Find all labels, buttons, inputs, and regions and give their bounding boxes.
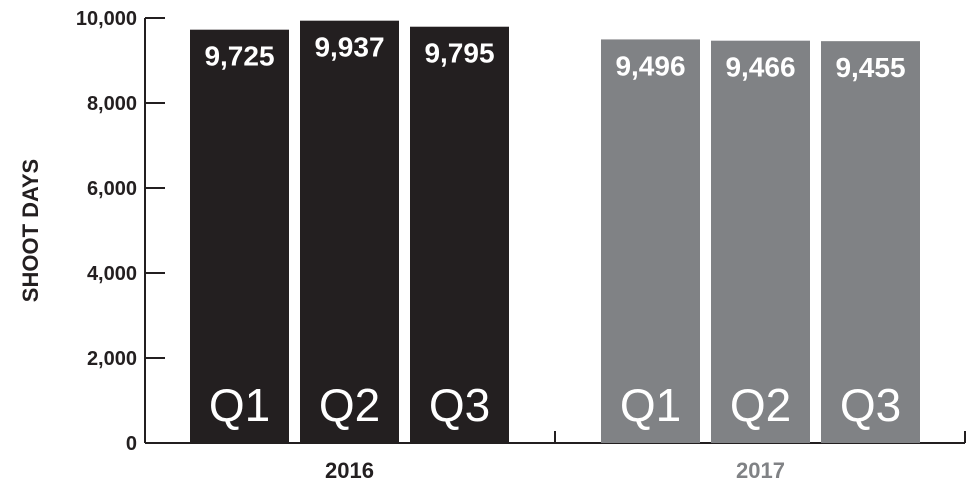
y-axis-title: SHOOT DAYS bbox=[18, 159, 43, 302]
bar-value-label: 9,496 bbox=[615, 50, 685, 81]
y-tick-label: 0 bbox=[126, 433, 137, 455]
bar-value-label: 9,937 bbox=[314, 32, 384, 63]
bar-value-label: 9,455 bbox=[835, 52, 905, 83]
y-tick-label: 2,000 bbox=[87, 348, 137, 370]
bar-category-label: Q2 bbox=[730, 379, 791, 431]
bar bbox=[821, 41, 920, 443]
y-tick-label: 4,000 bbox=[87, 263, 137, 285]
bar-category-label: Q3 bbox=[840, 379, 901, 431]
bar-category-label: Q2 bbox=[319, 379, 380, 431]
bar bbox=[601, 39, 700, 444]
bar bbox=[300, 20, 399, 444]
bar-value-label: 9,795 bbox=[424, 38, 494, 69]
bar bbox=[190, 29, 289, 443]
bar-category-label: Q1 bbox=[620, 379, 681, 431]
bar-value-label: 9,466 bbox=[725, 52, 795, 83]
bar-value-label: 9,725 bbox=[204, 41, 274, 72]
y-tick-label: 10,000 bbox=[76, 8, 137, 30]
x-group-label: 2016 bbox=[325, 458, 374, 483]
x-group-label: 2017 bbox=[736, 458, 785, 483]
bar bbox=[410, 26, 509, 444]
y-tick-label: 8,000 bbox=[87, 93, 137, 115]
y-tick-label: 6,000 bbox=[87, 178, 137, 200]
bar-category-label: Q1 bbox=[209, 379, 270, 431]
bar bbox=[711, 40, 810, 443]
bar-category-label: Q3 bbox=[429, 379, 490, 431]
